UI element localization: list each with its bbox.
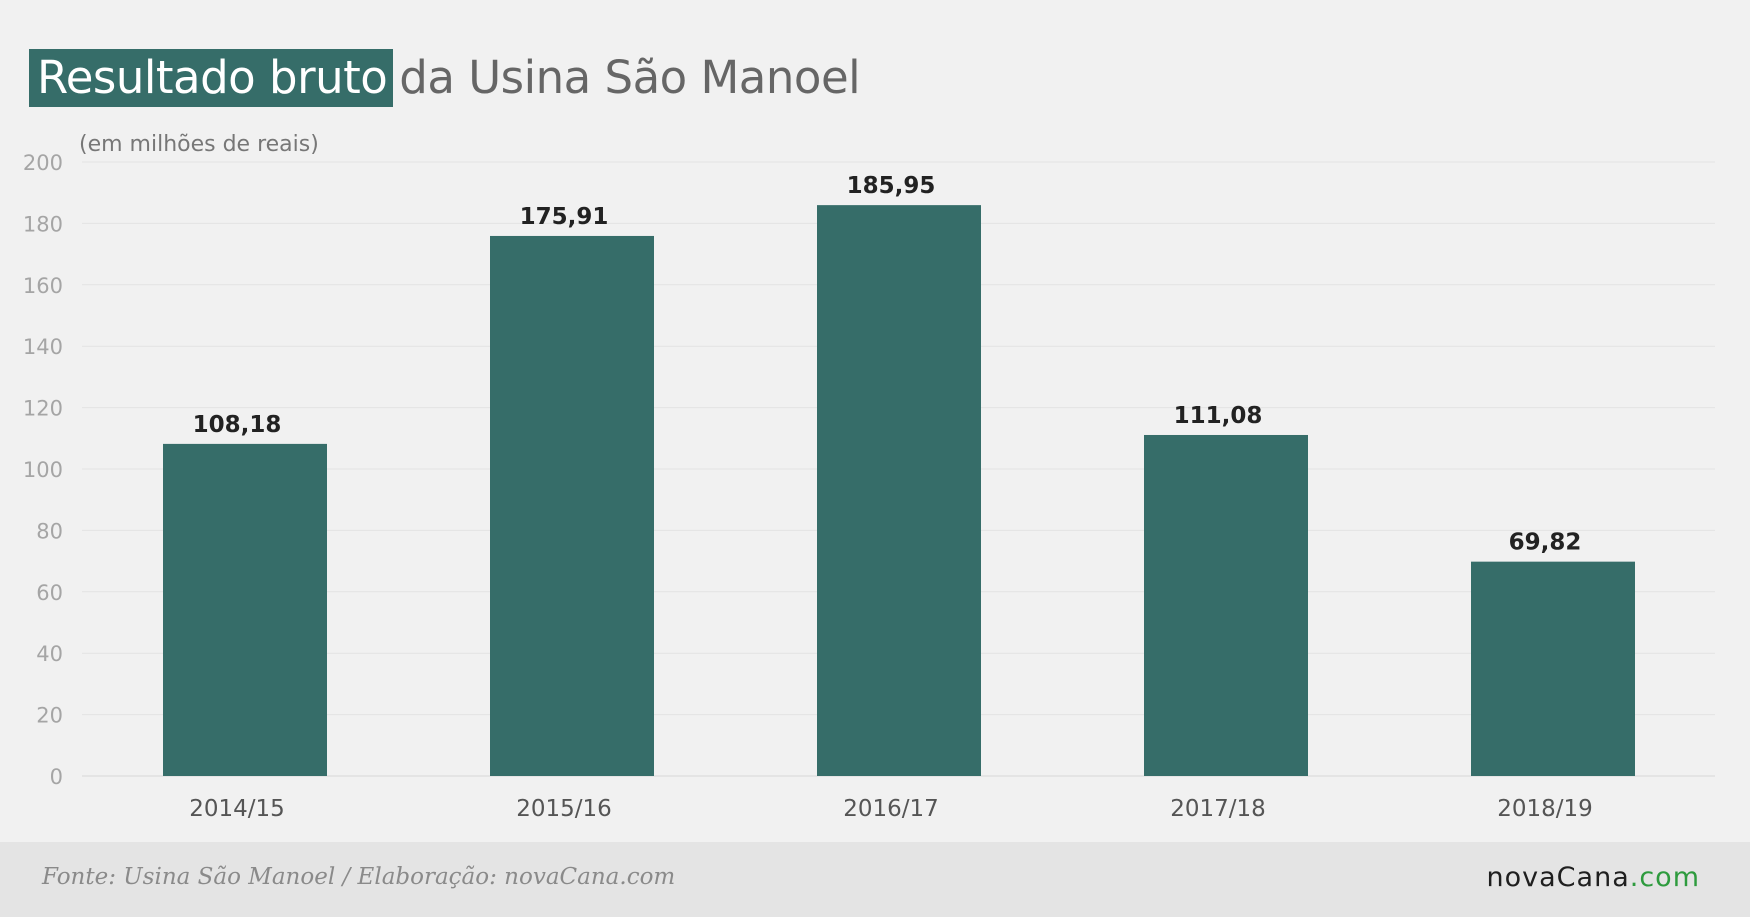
y-tick-label: 20 [36, 704, 63, 728]
source-note: Fonte: Usina São Manoel / Elaboração: no… [42, 864, 676, 890]
bar [1144, 434, 1308, 776]
bar [817, 205, 981, 777]
y-tick-label: 0 [50, 765, 63, 789]
y-tick-label: 80 [36, 519, 63, 543]
bar [163, 443, 327, 776]
bar-chart: 0 20 40 60 80 100 120 140 160 180 200 108,18 2014/15… [23, 151, 1715, 822]
y-tick-label: 120 [23, 397, 63, 421]
y-tick-label: 180 [23, 212, 63, 236]
unit-note: (em milhões de reais) [79, 132, 319, 157]
brand-name: novaCana [1486, 862, 1630, 893]
y-tick-label: 100 [23, 458, 63, 482]
x-tick-label: 2018/19 [1497, 796, 1593, 822]
title-highlight: Resultado bruto [29, 49, 394, 107]
y-tick-label: 160 [23, 274, 63, 298]
data-label: 175,91 [520, 204, 609, 230]
data-label: 185,95 [847, 173, 936, 199]
title-rest: da Usina São Manoel [399, 51, 861, 104]
bar [1471, 561, 1635, 776]
bar [490, 235, 654, 776]
y-tick-label: 40 [36, 642, 63, 666]
data-label: 69,82 [1509, 530, 1582, 556]
x-tick-label: 2017/18 [1170, 796, 1266, 822]
brand-tld: .com [1629, 862, 1700, 893]
brand-logo: novaCana.com [1487, 862, 1700, 893]
chart-title: Resultado bruto da Usina São Manoel [29, 49, 861, 107]
y-tick-label: 140 [23, 335, 63, 359]
x-tick-label: 2015/16 [516, 796, 612, 822]
x-tick-label: 2016/17 [843, 796, 939, 822]
footer: Fonte: Usina São Manoel / Elaboração: no… [0, 842, 1750, 917]
data-label: 108,18 [193, 412, 282, 438]
data-label: 111,08 [1174, 403, 1263, 429]
y-tick-label: 200 [23, 151, 63, 175]
y-tick-label: 60 [36, 581, 63, 605]
x-tick-label: 2014/15 [189, 796, 285, 822]
